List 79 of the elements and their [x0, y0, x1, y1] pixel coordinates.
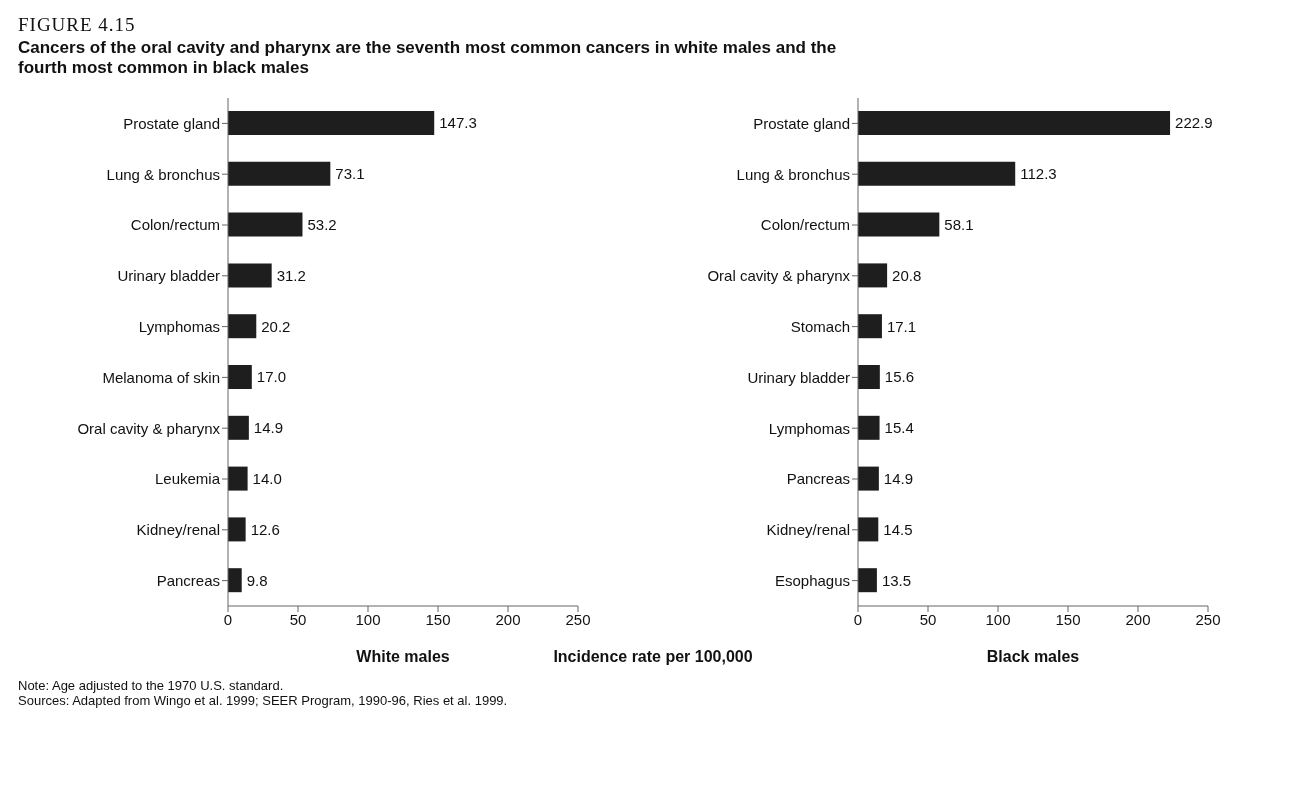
- x-axis-title: Black males: [985, 648, 1081, 666]
- bar: [858, 466, 879, 491]
- data-label: 17.1: [886, 317, 917, 335]
- bar: [858, 568, 877, 593]
- data-label: 14.5: [883, 520, 913, 538]
- data-label: 13.5: [881, 571, 912, 589]
- bar: [858, 212, 940, 237]
- y-tick-label: Pancreas: [156, 571, 220, 589]
- x-tick-label: 150: [1055, 610, 1081, 628]
- y-tick-label: Esophagus: [774, 571, 850, 589]
- source-note: Sources: Adapted from Wingo et al. 1999; SEER Program, 1990-96, Ries et al. 1999.: [18, 693, 509, 708]
- x-tick-label: 50: [289, 610, 307, 628]
- y-tick-label: Colon/rectum: [760, 216, 850, 234]
- y-tick-label: Lymphomas: [138, 317, 220, 335]
- x-tick-label: 100: [355, 610, 381, 628]
- y-tick-label: Kidney/renal: [136, 521, 220, 539]
- y-tick-label: Oral cavity & pharynx: [77, 419, 221, 437]
- data-label: 31.2: [276, 266, 306, 284]
- bar: [228, 111, 435, 135]
- bar: [228, 212, 303, 237]
- x-tick-label: 250: [565, 610, 591, 628]
- x-tick-label: 50: [919, 610, 937, 628]
- bar: [858, 161, 1016, 186]
- data-label: 14.0: [252, 469, 282, 487]
- data-label: 73.1: [335, 165, 365, 183]
- data-label: 15.4: [884, 419, 914, 437]
- x-tick-label: 0: [223, 610, 233, 628]
- y-tick-label: Stomach: [790, 317, 850, 335]
- bar: [858, 415, 880, 440]
- data-label: 14.9: [883, 469, 914, 487]
- y-tick-label: Melanoma of skin: [102, 368, 220, 386]
- data-label: 20.2: [261, 317, 291, 335]
- data-label: 112.3: [1020, 165, 1057, 183]
- bar: [858, 111, 1171, 135]
- bar: [858, 365, 880, 389]
- y-tick-label: Urinary bladder: [117, 267, 220, 285]
- bar: [858, 263, 888, 288]
- x-tick-label: 0: [853, 610, 863, 628]
- chart-title: FIGURE 4.15: [18, 14, 137, 36]
- text: Note: Age adjusted to the 1970 U.S. standard.: [18, 678, 285, 693]
- bar: [858, 314, 882, 339]
- data-label: 14.9: [253, 419, 284, 437]
- bar: [858, 517, 879, 542]
- bar: [228, 466, 248, 491]
- data-label: 17.0: [256, 368, 286, 386]
- data-label: 53.2: [307, 215, 337, 233]
- x-tick-label: 250: [1195, 610, 1221, 628]
- y-tick-label: Prostate gland: [753, 114, 850, 132]
- y-tick-label: Pancreas: [786, 470, 850, 488]
- y-tick-label: Kidney/renal: [766, 521, 850, 539]
- bar: [228, 161, 331, 186]
- x-axis-title: White males: [356, 648, 450, 665]
- x-tick-label: 150: [425, 610, 451, 628]
- bar: [228, 517, 246, 542]
- y-tick-label: Lung & bronchus: [736, 165, 850, 183]
- data-label: 9.8: [246, 571, 268, 589]
- y-tick-label: Lung & bronchus: [106, 165, 220, 183]
- x-tick-label: 200: [1125, 610, 1151, 628]
- data-label: 147.3: [439, 114, 477, 132]
- bar: [228, 365, 252, 389]
- bar: [228, 415, 249, 440]
- y-tick-label: Urinary bladder: [747, 368, 850, 386]
- data-label: 222.9: [1175, 114, 1213, 132]
- data-label: 58.1: [944, 215, 974, 233]
- x-tick-label: 200: [495, 610, 521, 628]
- data-label: 15.6: [884, 368, 915, 386]
- y-tick-label: Lymphomas: [768, 419, 850, 437]
- x-tick-label: 100: [985, 610, 1011, 628]
- bar: [228, 568, 242, 593]
- text: Incidence rate per 100,000: [553, 648, 753, 665]
- data-label: 12.6: [250, 520, 280, 538]
- bar: [228, 263, 272, 288]
- y-tick-label: Leukemia: [154, 470, 221, 488]
- chart-subtitle: Cancers of the oral cavity and pharynx are the seventh most common cancers in white males and the fourth most common in black males: [18, 38, 838, 78]
- y-tick-label: Prostate gland: [123, 114, 220, 132]
- y-tick-label: Oral cavity & pharynx: [707, 267, 851, 285]
- y-tick-label: Colon/rectum: [130, 216, 220, 234]
- data-label: 20.8: [892, 266, 922, 284]
- bar: [228, 314, 257, 339]
